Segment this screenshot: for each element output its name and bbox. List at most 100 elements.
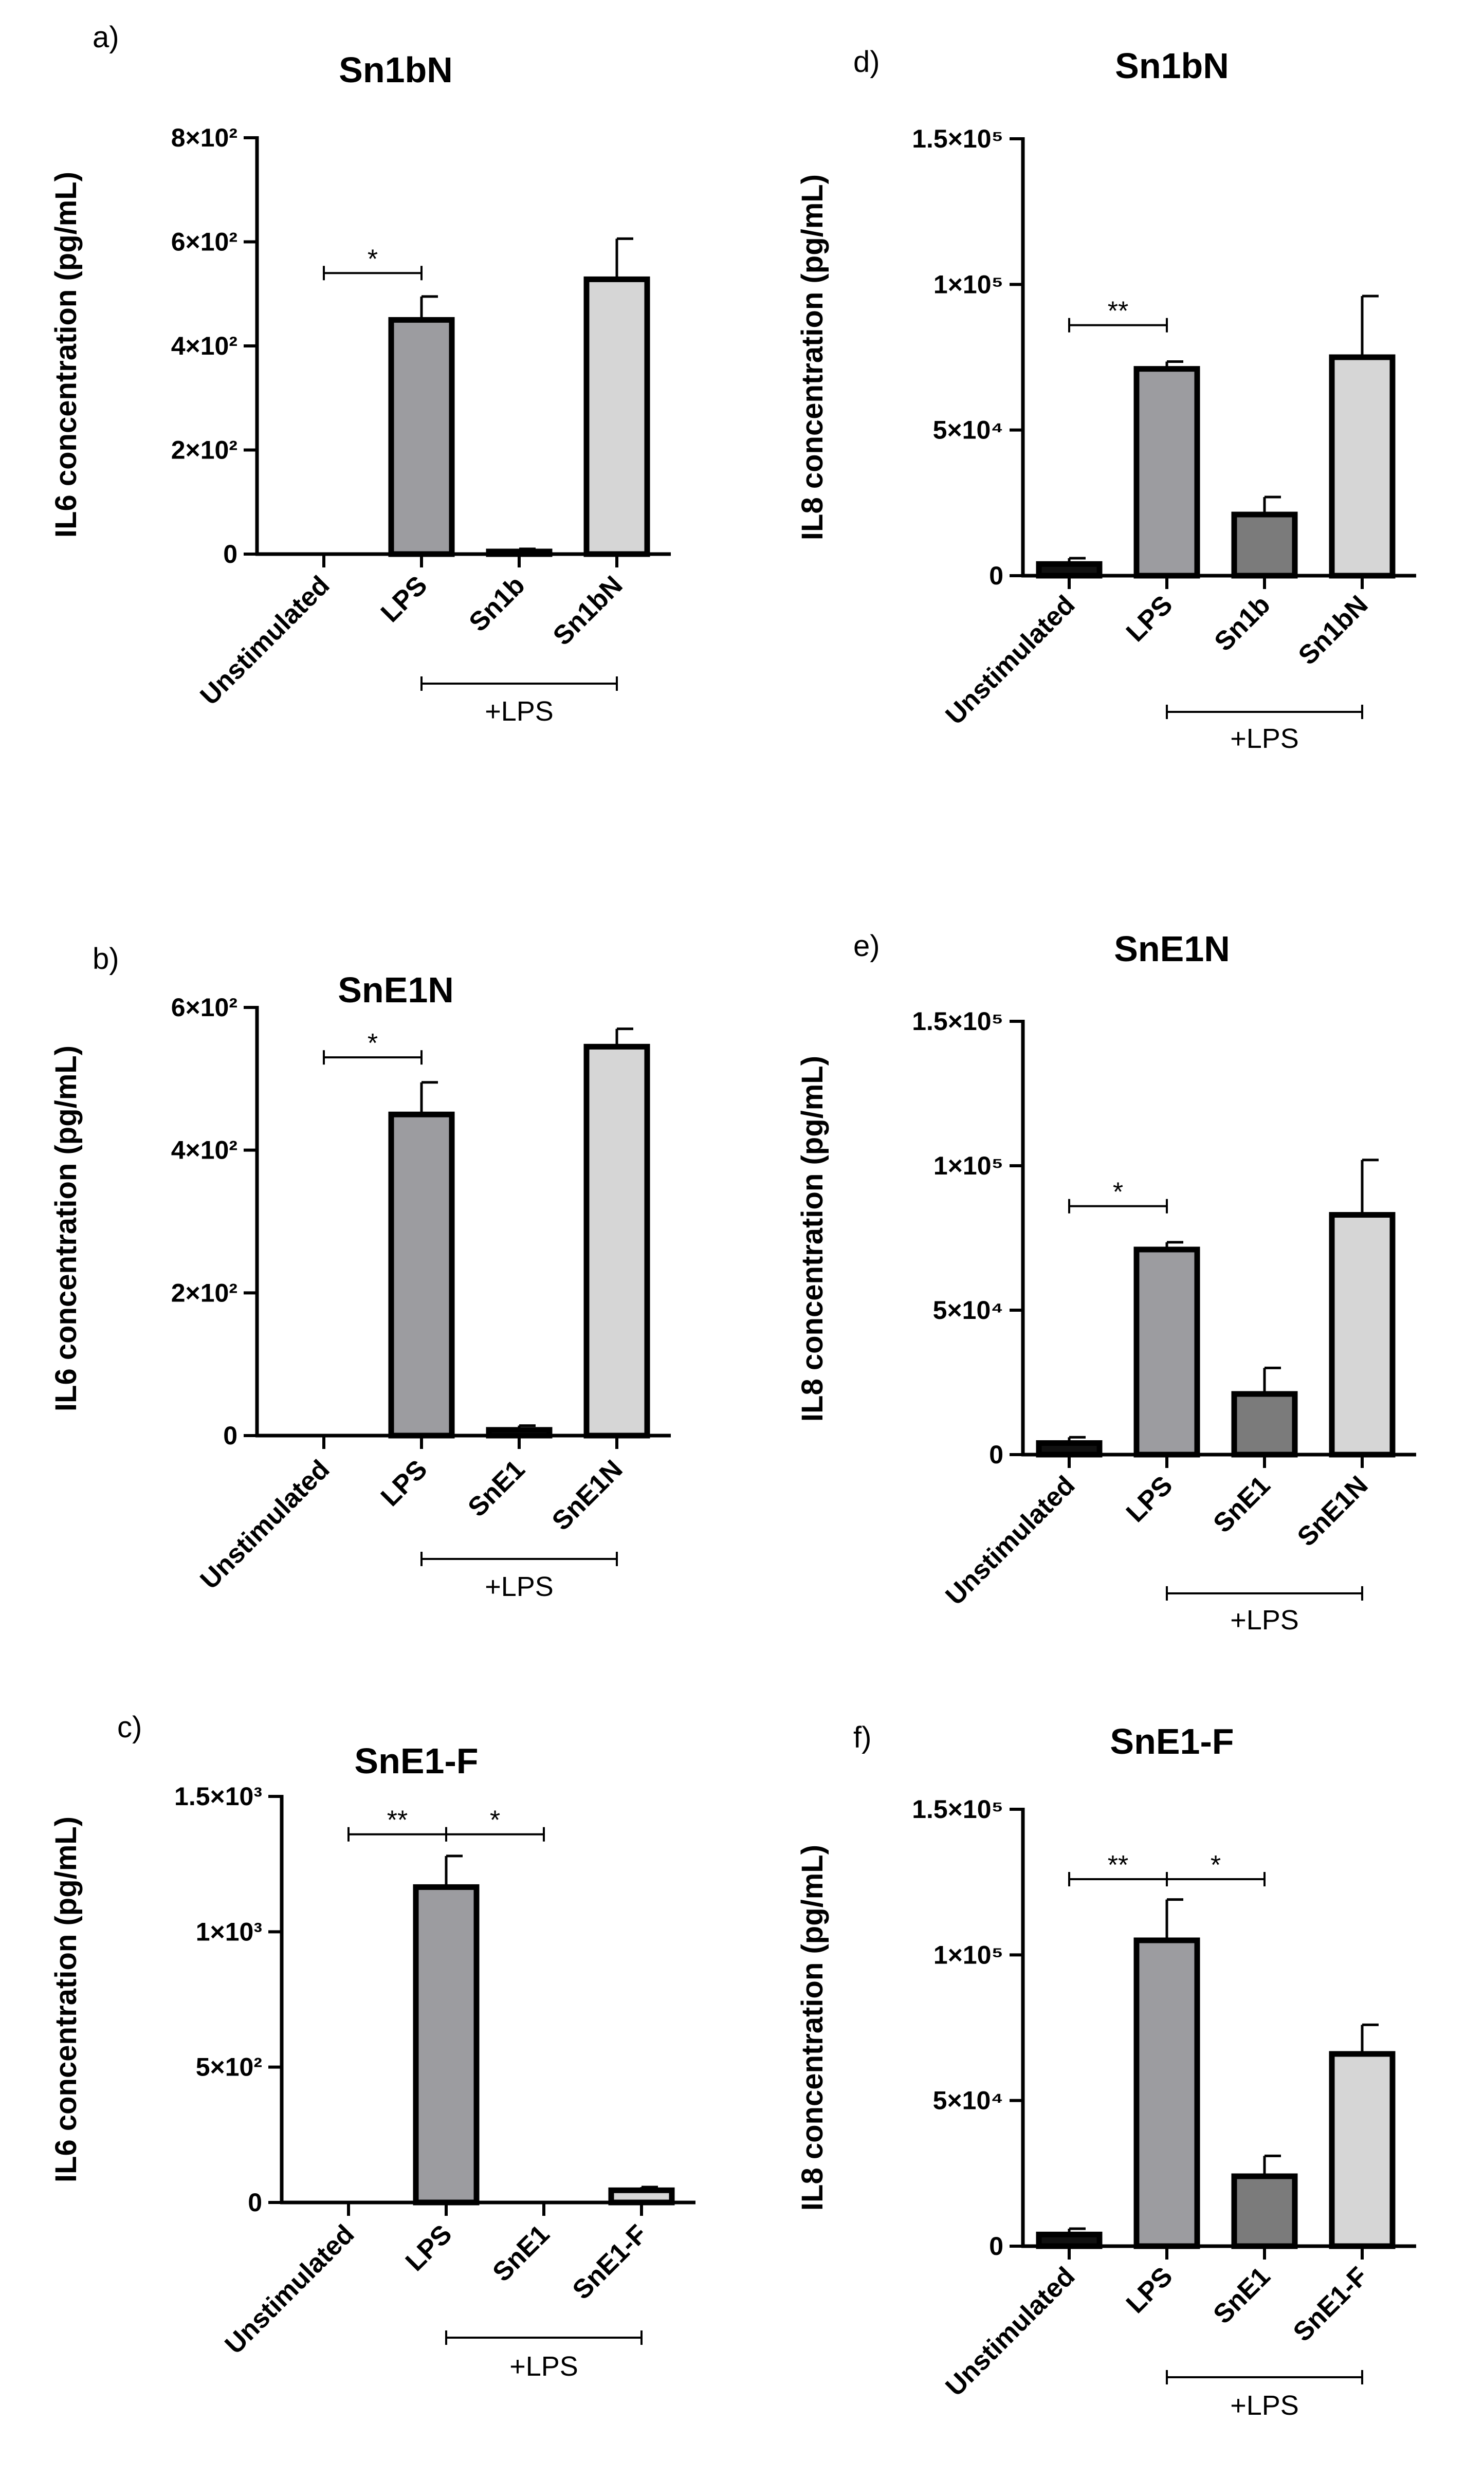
- y-tick-label: 1×10⁵: [933, 1940, 1003, 1969]
- category-label-sne1-f: SnE1-F: [567, 2219, 653, 2305]
- category-label-sne1: SnE1: [463, 1454, 531, 1522]
- chart-title: Sn1bN: [1115, 46, 1229, 86]
- bar-sne1-f: [608, 2187, 675, 2206]
- y-tick-label: 1×10³: [196, 1917, 262, 1946]
- category-label-sne1n: SnE1N: [1292, 1470, 1374, 1552]
- y-tick-label: 0: [989, 1440, 1003, 1469]
- y-tick-label: 0: [223, 540, 237, 568]
- panel-letter: a): [93, 21, 119, 54]
- category-label-unstimulated: Unstimulated: [940, 2261, 1081, 2402]
- chart-panel-d: d) Sn1bN IL8 concentration (pg/mL) 0 5×10⁴ 1×…: [796, 45, 1416, 754]
- bar-sn1bn: [583, 276, 650, 557]
- panel-letter: e): [853, 929, 880, 963]
- bar-sn1bn: [1329, 354, 1396, 579]
- panel-letter: f): [853, 1721, 871, 1754]
- y-axis-title: IL6 concentration (pg/mL): [49, 1045, 83, 1411]
- treatment-bracket-label: +LPS: [1230, 723, 1299, 754]
- y-tick-label: 4×10²: [171, 1136, 237, 1165]
- y-tick-label: 5×10²: [196, 2053, 262, 2082]
- y-axis-title: IL6 concentration (pg/mL): [49, 172, 83, 538]
- chart-panel-b: b) SnE1N IL6 concentration (pg/mL) 0 2×10² 4×…: [49, 942, 671, 1602]
- bar-sne1: [486, 1427, 553, 1439]
- y-tick-label: 6×10²: [171, 993, 237, 1022]
- bar-unstimulated: [1036, 2231, 1103, 2249]
- category-label-sn1bn: Sn1bN: [547, 570, 628, 651]
- category-label-lps: LPS: [1121, 590, 1179, 648]
- y-tick-label: 5×10⁴: [933, 416, 1003, 445]
- y-axis-title: IL8 concentration (pg/mL): [796, 1056, 829, 1422]
- bar-sne1: [1231, 1391, 1298, 1458]
- category-label-lps: LPS: [375, 1454, 433, 1512]
- category-label-lps: LPS: [1121, 2261, 1179, 2319]
- bar-lps: [413, 1884, 480, 2206]
- y-tick-label: 1.5×10³: [174, 1782, 262, 1811]
- y-axis-title: IL6 concentration (pg/mL): [49, 1816, 83, 2182]
- y-tick-label: 8×10²: [171, 123, 237, 152]
- category-label-lps: LPS: [375, 570, 433, 628]
- y-tick-label: 2×10²: [171, 436, 237, 465]
- category-label-unstimulated: Unstimulated: [219, 2219, 360, 2360]
- treatment-bracket-label: +LPS: [1230, 1605, 1299, 1636]
- category-label-unstimulated: Unstimulated: [195, 1454, 336, 1595]
- chart-title: Sn1bN: [339, 50, 453, 90]
- significance-label: *: [1113, 1178, 1123, 1207]
- category-label-sn1bn: Sn1bN: [1293, 590, 1373, 670]
- treatment-bracket-label: +LPS: [485, 1571, 554, 1602]
- panel-letter: d): [853, 45, 880, 79]
- y-axis-title: IL8 concentration (pg/mL): [796, 1845, 829, 2211]
- chart-panel-e: e) SnE1N IL8 concentration (pg/mL) 0 5×10⁴ 1×…: [796, 929, 1416, 1636]
- y-tick-label: 2×10²: [171, 1278, 237, 1307]
- chart-title: SnE1N: [338, 970, 454, 1010]
- y-tick-label: 5×10⁴: [933, 2086, 1003, 2115]
- y-tick-label: 0: [248, 2188, 262, 2217]
- y-tick-label: 5×10⁴: [933, 1296, 1003, 1325]
- significance-label: *: [368, 1029, 378, 1058]
- y-tick-label: 0: [989, 561, 1003, 590]
- bar-sne1-f: [1329, 2051, 1396, 2249]
- significance-label: *: [1211, 1850, 1221, 1880]
- bar-sne1: [1231, 2173, 1298, 2249]
- category-label-lps: LPS: [1121, 1470, 1179, 1528]
- y-tick-label: 0: [989, 2232, 1003, 2261]
- bar-unstimulated: [1036, 1440, 1103, 1458]
- bar-lps: [1133, 1937, 1200, 2249]
- category-label-unstimulated: Unstimulated: [940, 590, 1081, 730]
- chart-panel-c: c) SnE1-F IL6 concentration (pg/mL) 0 5×10² 1…: [49, 1711, 695, 2382]
- significance-label: *: [368, 244, 378, 274]
- chart-title: SnE1-F: [1110, 1721, 1234, 1761]
- category-label-unstimulated: Unstimulated: [195, 570, 336, 711]
- bar-unstimulated: [1036, 561, 1103, 579]
- significance-label: **: [1108, 297, 1128, 326]
- y-tick-label: 4×10²: [171, 332, 237, 360]
- category-label-sn1b: Sn1b: [1209, 590, 1276, 657]
- y-tick-label: 0: [223, 1421, 237, 1450]
- y-tick-label: 6×10²: [171, 228, 237, 256]
- y-tick-label: 1.5×10⁵: [912, 1795, 1003, 1824]
- panel-letter: c): [117, 1711, 142, 1744]
- y-tick-label: 1×10⁵: [933, 270, 1003, 299]
- bar-lps: [1133, 366, 1200, 579]
- treatment-bracket-label: +LPS: [485, 696, 554, 727]
- significance-label: *: [490, 1806, 500, 1835]
- category-label-sne1-f: SnE1-F: [1288, 2261, 1374, 2347]
- category-label-sne1: SnE1: [1208, 1470, 1276, 1538]
- bar-sn1b: [1231, 511, 1298, 579]
- bar-lps: [388, 317, 455, 557]
- category-label-sn1b: Sn1b: [464, 570, 531, 637]
- chart-panel-a: a) Sn1bN IL6 concentration (pg/mL) 0 2×10² 4×…: [49, 21, 671, 727]
- bar-sne1n: [583, 1043, 650, 1439]
- category-label-sne1: SnE1: [1208, 2261, 1276, 2329]
- treatment-bracket-label: +LPS: [1230, 2390, 1299, 2421]
- bar-sne1n: [1329, 1212, 1396, 1458]
- y-tick-label: 1.5×10⁵: [912, 124, 1003, 153]
- category-label-sne1n: SnE1N: [546, 1454, 629, 1536]
- significance-label: **: [387, 1806, 408, 1835]
- bar-lps: [1133, 1246, 1200, 1458]
- y-tick-label: 1×10⁵: [933, 1151, 1003, 1180]
- bar-lps: [388, 1111, 455, 1439]
- panel-letter: b): [93, 942, 119, 976]
- category-label-unstimulated: Unstimulated: [940, 1470, 1081, 1611]
- y-axis-title: IL8 concentration (pg/mL): [796, 174, 829, 540]
- y-tick-label: 1.5×10⁵: [912, 1007, 1003, 1036]
